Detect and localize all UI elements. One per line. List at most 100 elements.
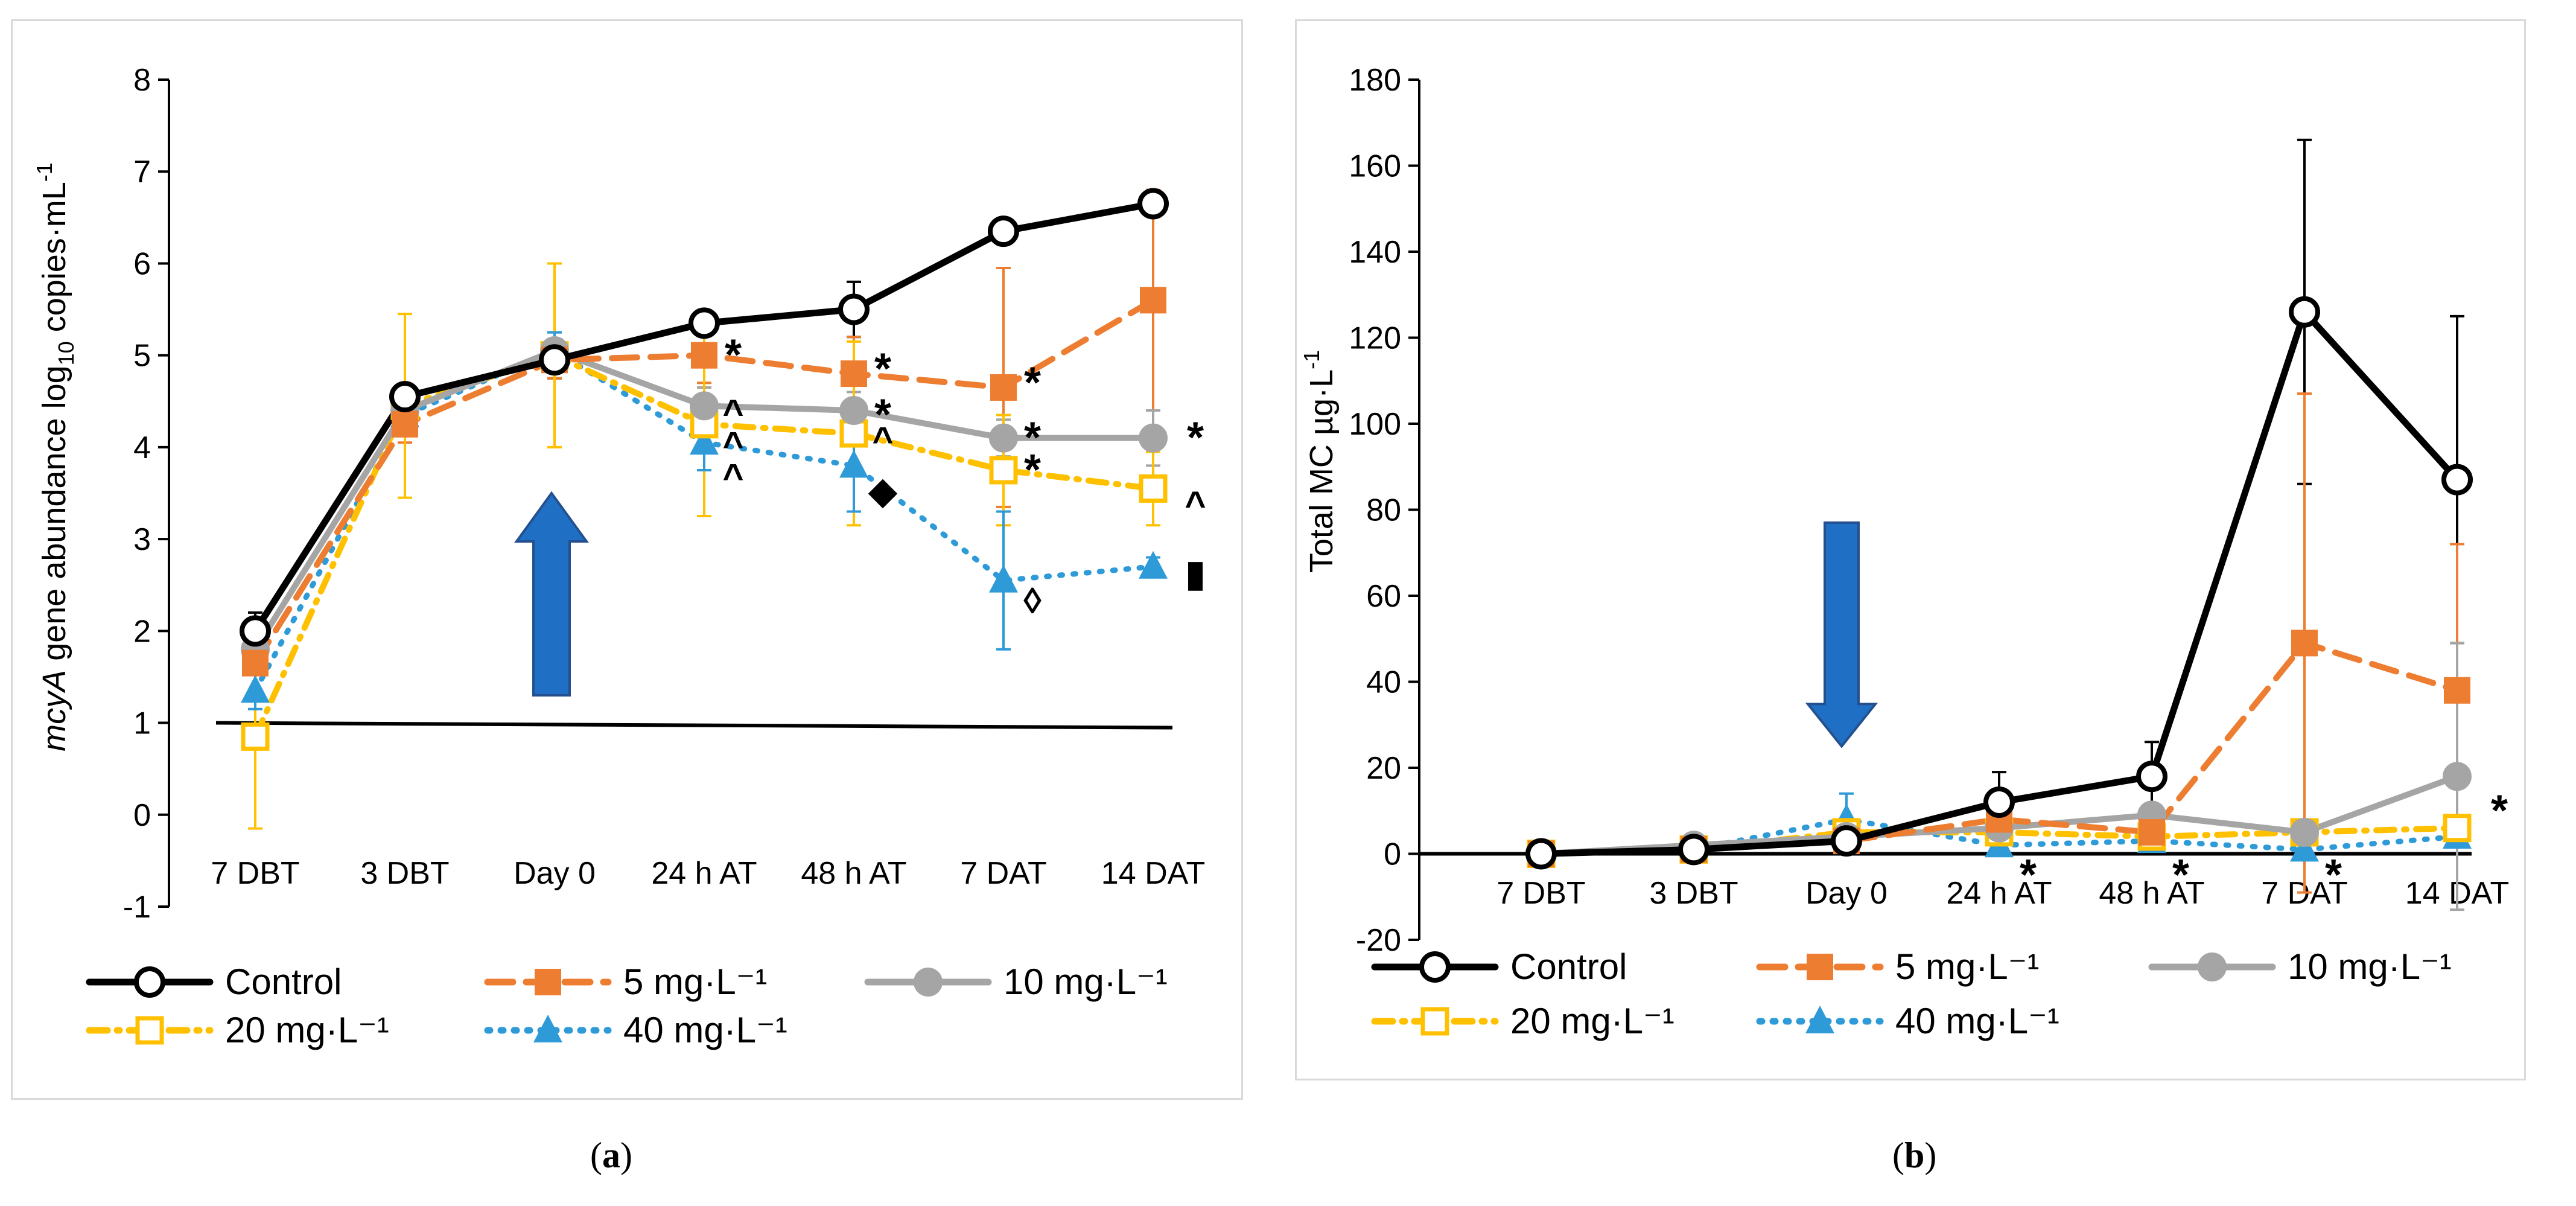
data-point-control	[2289, 296, 2320, 328]
significance-mark: ◆	[868, 470, 898, 511]
data-point-control	[1525, 838, 1557, 870]
data-point-control	[1831, 825, 1862, 857]
legend-label-c10: 10 mg·L⁻¹	[2288, 946, 2452, 987]
y-tick-label: 5	[133, 339, 151, 374]
x-tick-label: 7 DBT	[1496, 876, 1585, 911]
data-point-c5	[2444, 677, 2470, 704]
legend-marker-c10	[914, 968, 943, 997]
data-point-c5	[841, 360, 867, 388]
significance-mark: *	[874, 391, 891, 439]
significance-mark: ◊	[1023, 581, 1042, 621]
data-point-c40	[839, 450, 868, 478]
y-tick-label: 3	[133, 522, 151, 557]
data-point-control	[539, 344, 570, 376]
significance-mark: ^	[1185, 484, 1206, 525]
data-point-c20	[2443, 814, 2472, 843]
treatment-arrow-icon	[1805, 521, 1878, 748]
y-tick-label: 160	[1349, 149, 1401, 184]
data-point-c10	[839, 396, 868, 425]
significance-mark: *	[1024, 359, 1041, 407]
y-tick-label: 2	[133, 614, 151, 649]
x-tick-label: 7 DBT	[211, 856, 299, 891]
x-tick-label: 3 DBT	[1649, 876, 1738, 911]
y-tick-label: 0	[133, 798, 151, 833]
data-point-control	[1137, 188, 1169, 220]
significance-mark: ▮	[1185, 553, 1205, 593]
y-tick-label: 60	[1366, 579, 1401, 614]
data-point-control	[389, 381, 421, 413]
y-tick-label: 8	[133, 63, 151, 98]
chart-b: -20 0 20 40 60 80 100 120 140 160 180 7 DBT 3 DBT Day…	[1299, 63, 2509, 1041]
data-point-c5	[392, 410, 418, 438]
significance-mark: *	[2020, 851, 2037, 899]
data-point-c20	[241, 722, 270, 751]
significance-mark: ^	[722, 392, 743, 433]
legend-label-c5: 5 mg·L⁻¹	[1895, 946, 2039, 987]
data-point-c40	[690, 427, 719, 455]
data-point-c20	[989, 456, 1018, 485]
legend-marker-c5	[1807, 954, 1833, 980]
legend-marker-control	[1419, 951, 1451, 983]
y-tick-label: 40	[1366, 665, 1401, 700]
significance-mark: ^	[872, 420, 893, 461]
legend-label-c5: 5 mg·L⁻¹	[623, 962, 767, 1002]
data-point-control	[689, 307, 720, 339]
data-point-c5	[990, 374, 1017, 401]
legend-label-control: Control	[225, 962, 342, 1002]
x-tick-label: 3 DBT	[360, 856, 449, 891]
x-tick-label: Day 0	[514, 856, 596, 891]
significance-mark: *	[2325, 851, 2342, 899]
y-tick-label: 4	[133, 430, 151, 465]
y-tick-label: 6	[133, 246, 151, 281]
data-point-control	[1678, 834, 1709, 866]
data-point-control	[988, 215, 1019, 247]
panel-a-caption: (a)	[590, 1135, 632, 1175]
x-tick-label: 48 h AT	[801, 856, 906, 891]
panel-b-caption: (b)	[1892, 1135, 1937, 1175]
y-tick-label: 100	[1349, 407, 1401, 442]
data-point-control	[2136, 761, 2167, 793]
data-point-c10	[2290, 817, 2319, 847]
data-point-c5	[242, 649, 269, 677]
data-point-c5	[2139, 818, 2165, 846]
data-point-c10	[989, 423, 1018, 453]
data-point-c40	[1139, 550, 1168, 579]
significance-mark: *	[1187, 414, 1204, 462]
legend-marker-c10	[2198, 952, 2227, 981]
data-point-control	[838, 293, 870, 325]
legend-label-c20: 20 mg·L⁻¹	[1510, 1001, 1674, 1041]
data-point-c20	[839, 419, 868, 448]
y-axis-label: Total MC µg·L-1	[1299, 350, 1340, 573]
data-point-c20	[1139, 474, 1168, 503]
x-tick-label: Day 0	[1805, 876, 1887, 911]
legend-label-c20: 20 mg·L⁻¹	[225, 1010, 389, 1050]
y-tick-label: 0	[1384, 837, 1401, 872]
data-point-control	[2441, 464, 2473, 496]
y-tick-label: -20	[1356, 923, 1401, 958]
legend-marker-c20	[135, 1016, 164, 1045]
legend-label-c40: 40 mg·L⁻¹	[623, 1010, 787, 1050]
chart-a: -1 0 1 2 3 4 5 6 7 8 7 DBT 3 DBT Day 0 24 h AT 48 h AT…	[32, 63, 1206, 1050]
legend-marker-c40	[533, 1015, 562, 1042]
legend-marker-c5	[535, 969, 561, 995]
y-tick-label: 120	[1349, 321, 1401, 356]
y-tick-label: 7	[133, 155, 151, 190]
legend-marker-c20	[1420, 1007, 1449, 1036]
x-tick-label: 7 DAT	[960, 856, 1047, 891]
data-point-c5	[2291, 630, 2318, 657]
significance-mark: *	[725, 331, 742, 380]
data-point-c10	[690, 391, 719, 421]
data-point-c10	[2443, 762, 2472, 791]
significance-mark: *	[874, 345, 891, 394]
significance-mark: *	[2172, 851, 2189, 899]
x-tick-label: 24 h AT	[651, 856, 757, 891]
significance-mark: *	[1024, 414, 1041, 462]
x-tick-label: 14 DAT	[1101, 856, 1205, 891]
significance-mark: *	[2491, 786, 2508, 835]
data-point-c5	[691, 342, 717, 369]
legend-marker-control	[134, 966, 165, 998]
significance-mark: ^	[722, 457, 743, 497]
y-tick-label: -1	[123, 890, 151, 925]
y-tick-label: 180	[1349, 63, 1401, 98]
x-tick-label: 48 h AT	[2099, 876, 2204, 911]
